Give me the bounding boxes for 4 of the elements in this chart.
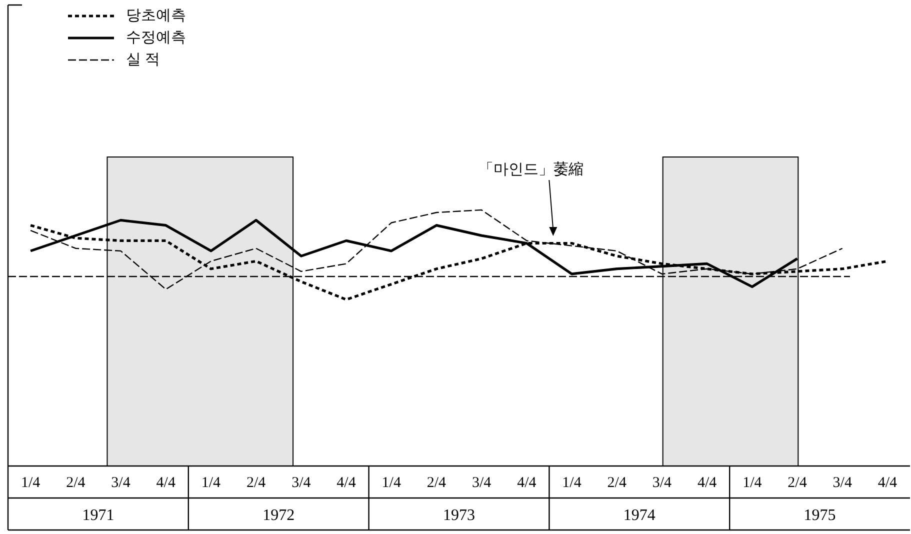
legend-label: 수정예측: [126, 30, 186, 46]
text: 「마인드」萎縮: [478, 160, 584, 178]
legend-label: 당초예측: [126, 8, 186, 24]
legend-label: 실 적: [126, 52, 160, 68]
